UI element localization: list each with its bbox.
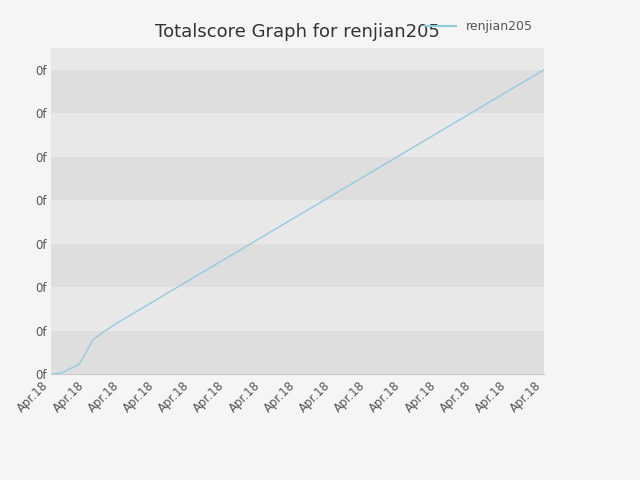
Bar	[51, 113, 544, 157]
Legend: renjian205: renjian205	[419, 15, 538, 38]
Bar	[51, 70, 544, 113]
Bar	[51, 288, 544, 331]
Title: Totalscore Graph for renjian205: Totalscore Graph for renjian205	[155, 23, 440, 41]
Bar	[51, 157, 544, 200]
Bar	[51, 244, 544, 288]
Bar	[51, 200, 544, 244]
Bar	[51, 331, 544, 374]
